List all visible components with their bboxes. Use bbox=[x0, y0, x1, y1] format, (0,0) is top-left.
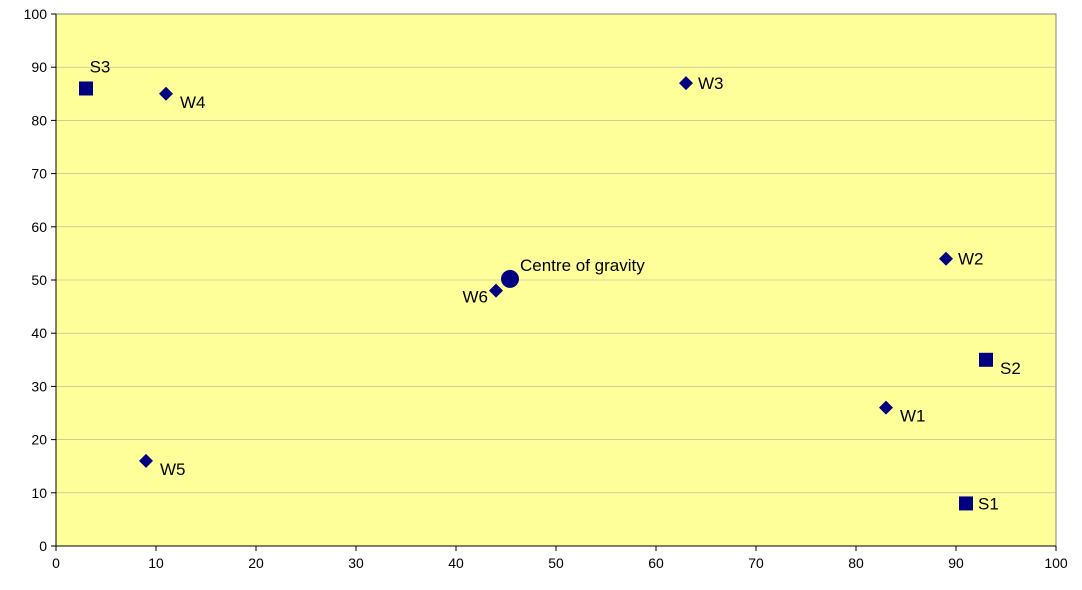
label-s1: S1 bbox=[978, 494, 999, 513]
x-tick-label: 80 bbox=[848, 555, 864, 571]
point-w1 bbox=[879, 400, 893, 415]
point-s2 bbox=[979, 352, 993, 367]
gridlines bbox=[56, 66, 1056, 494]
y-tick-label: 80 bbox=[31, 112, 47, 128]
x-tick-label: 100 bbox=[1044, 555, 1068, 571]
point-w5 bbox=[139, 453, 153, 468]
point-w2 bbox=[939, 251, 953, 266]
y-tick-label: 40 bbox=[31, 325, 47, 341]
y-tick-label: 0 bbox=[39, 538, 47, 554]
y-tick-label: 70 bbox=[31, 166, 47, 182]
x-tick-label: 70 bbox=[748, 555, 764, 571]
label-centre-of-gravity: Centre of gravity bbox=[520, 256, 645, 275]
label-w2: W2 bbox=[958, 250, 984, 269]
x-tick-label: 40 bbox=[448, 555, 464, 571]
x-tick-label: 90 bbox=[948, 555, 964, 571]
point-w6 bbox=[489, 283, 503, 298]
x-tick-label: 60 bbox=[648, 555, 664, 571]
label-w6: W6 bbox=[463, 288, 489, 307]
y-axis-ticks: 0 10 20 30 40 50 60 70 80 90 100 bbox=[24, 6, 56, 554]
point-w3 bbox=[679, 76, 693, 91]
y-tick-label: 90 bbox=[31, 59, 47, 75]
x-tick-label: 0 bbox=[52, 555, 60, 571]
point-centre-of-gravity bbox=[501, 269, 519, 288]
data-labels: S1 S2 S3 W1 W2 W3 W4 W5 W6 Centre of gravity bbox=[90, 57, 1021, 513]
label-w5: W5 bbox=[160, 460, 186, 479]
point-s3 bbox=[79, 81, 93, 96]
data-points bbox=[79, 76, 993, 511]
point-s1 bbox=[959, 496, 973, 511]
y-tick-label: 50 bbox=[31, 272, 47, 288]
x-tick-label: 20 bbox=[248, 555, 264, 571]
label-w4: W4 bbox=[180, 93, 206, 112]
y-tick-label: 20 bbox=[31, 432, 47, 448]
label-s2: S2 bbox=[1000, 359, 1021, 378]
y-tick-label: 100 bbox=[24, 6, 48, 22]
y-tick-label: 30 bbox=[31, 378, 47, 394]
x-tick-label: 30 bbox=[348, 555, 364, 571]
label-s3: S3 bbox=[90, 57, 111, 76]
x-axis-ticks: 0 10 20 30 40 50 60 70 80 90 100 bbox=[52, 546, 1068, 571]
label-w1: W1 bbox=[900, 407, 926, 426]
point-w4 bbox=[159, 86, 173, 101]
y-tick-label: 10 bbox=[31, 485, 47, 501]
x-tick-label: 10 bbox=[148, 555, 164, 571]
y-tick-label: 60 bbox=[31, 219, 47, 235]
x-tick-label: 50 bbox=[548, 555, 564, 571]
label-w3: W3 bbox=[698, 74, 724, 93]
